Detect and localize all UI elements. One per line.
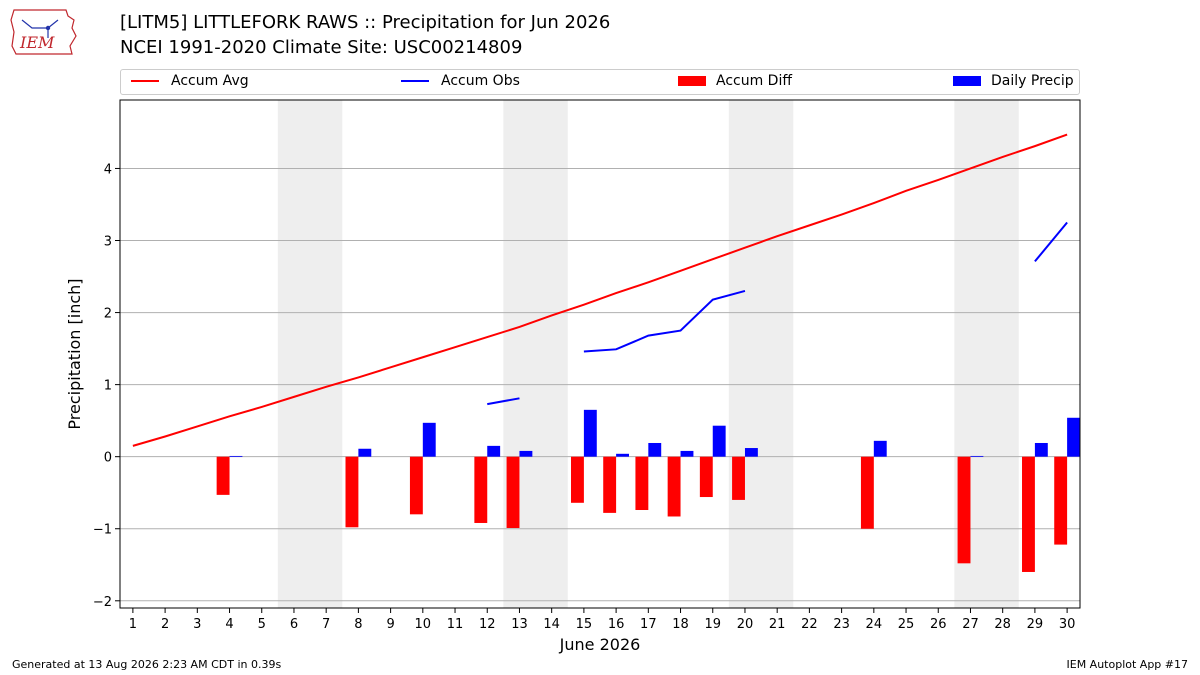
accum-diff-bar — [216, 456, 230, 495]
daily-precip-bar — [1067, 417, 1080, 457]
x-tick-label: 9 — [386, 617, 394, 632]
chart-title: [LITM5] LITTLEFORK RAWS :: Precipitation… — [120, 12, 611, 33]
x-tick-label: 10 — [415, 617, 432, 632]
x-tick-label: 30 — [1059, 617, 1076, 632]
accum-diff-bar — [699, 456, 713, 498]
x-tick-label: 18 — [672, 617, 689, 632]
x-tick-label: 16 — [608, 617, 625, 632]
accum-diff-bar — [732, 456, 745, 500]
daily-precip-bar — [744, 448, 758, 457]
legend-item-accum-obs: Accum Obs — [401, 73, 520, 89]
x-tick-label: 17 — [640, 617, 657, 632]
x-tick-label: 24 — [866, 617, 883, 632]
daily-precip-bar — [358, 448, 372, 457]
y-tick-label: −1 — [93, 523, 112, 538]
accum-obs-line — [487, 397, 520, 406]
legend-swatch-accum-obs — [401, 80, 429, 82]
accum-diff-bar — [957, 456, 971, 564]
x-tick-label: 1 — [129, 617, 137, 632]
y-axis-label: Precipitation [inch] — [65, 278, 84, 429]
x-axis-label: June 2026 — [559, 635, 641, 654]
x-tick-label: 15 — [576, 617, 593, 632]
x-tick-label: 28 — [994, 617, 1011, 632]
accum-diff-bar — [571, 456, 584, 503]
x-tick-label: 26 — [930, 617, 947, 632]
accum-diff-bar — [635, 456, 649, 511]
x-tick-label: 13 — [511, 617, 528, 632]
accum-diff-bar — [603, 456, 617, 513]
x-tick-label: 20 — [737, 617, 754, 632]
x-tick-label: 2 — [161, 617, 169, 632]
accum-obs-line — [583, 289, 746, 353]
y-tick-label: 1 — [104, 379, 112, 394]
x-tick-label: 8 — [354, 617, 362, 632]
legend-swatch-daily-precip — [953, 76, 981, 86]
x-tick-label: 23 — [833, 617, 850, 632]
x-tick-label: 27 — [962, 617, 979, 632]
x-tick-label: 4 — [225, 617, 233, 632]
daily-precip-bar — [583, 409, 597, 457]
weekend-shade-2 — [728, 100, 794, 608]
daily-precip-bar — [616, 453, 629, 457]
chart-subtitle: NCEI 1991-2020 Climate Site: USC00214809 — [120, 37, 523, 58]
daily-precip-bar — [873, 440, 887, 457]
legend-swatch-accum-avg — [131, 80, 159, 82]
legend-label-daily-precip: Daily Precip — [991, 73, 1074, 89]
x-tick-label: 22 — [801, 617, 818, 632]
x-tick-label: 11 — [447, 617, 464, 632]
x-tick-label: 29 — [1027, 617, 1044, 632]
accum-diff-bar — [345, 456, 359, 528]
y-tick-label: 3 — [104, 235, 112, 250]
legend-label-accum-avg: Accum Avg — [171, 73, 249, 89]
y-tick-label: −2 — [93, 595, 112, 610]
daily-precip-bar — [422, 422, 436, 457]
daily-precip-bar — [229, 455, 243, 457]
x-tick-label: 6 — [290, 617, 298, 632]
logo-text: IEM — [19, 33, 55, 52]
weekend-shade-1 — [503, 100, 568, 608]
footer-generated-text: Generated at 13 Aug 2026 2:23 AM CDT in … — [12, 658, 282, 671]
y-tick-label: 4 — [104, 162, 112, 177]
iem-logo: IEM — [8, 6, 80, 58]
y-tick-label: 2 — [104, 307, 112, 322]
x-tick-label: 12 — [479, 617, 496, 632]
accum-diff-bar — [860, 456, 874, 529]
daily-precip-bar — [648, 442, 662, 457]
x-tick-label: 21 — [769, 617, 786, 632]
accum-diff-bar — [474, 456, 488, 523]
daily-precip-bar — [519, 450, 533, 457]
daily-precip-bar — [712, 425, 726, 457]
x-tick-label: 7 — [322, 617, 330, 632]
accum-obs-line — [1034, 221, 1068, 263]
accum-diff-bar — [1054, 456, 1068, 545]
plot-frame — [119, 99, 1081, 609]
x-tick-label: 19 — [704, 617, 721, 632]
legend-item-daily-precip: Daily Precip — [953, 73, 1074, 89]
y-tick-label: 0 — [104, 451, 112, 466]
legend-label-accum-diff: Accum Diff — [716, 73, 793, 89]
x-tick-label: 14 — [543, 617, 560, 632]
legend-item-accum-diff: Accum Diff — [678, 73, 792, 89]
chart-legend: Accum Avg Accum Obs Accum Diff Daily Pre… — [120, 69, 1080, 95]
iem-logo-graphic: IEM — [10, 9, 77, 55]
x-tick-label: 3 — [193, 617, 201, 632]
daily-precip-bar — [970, 455, 984, 457]
daily-precip-bar — [680, 450, 694, 457]
footer-app-label: IEM Autoplot App #17 — [1066, 658, 1189, 671]
accum-diff-bar — [506, 456, 520, 529]
accum-diff-bar — [1022, 456, 1035, 572]
weekend-shade-0 — [277, 100, 343, 608]
daily-precip-bar — [487, 445, 501, 457]
legend-swatch-accum-diff — [678, 76, 706, 86]
x-tick-label: 5 — [258, 617, 266, 632]
x-tick-label: 25 — [898, 617, 915, 632]
legend-label-accum-obs: Accum Obs — [441, 73, 520, 89]
daily-precip-bar — [1034, 442, 1048, 457]
accum-diff-bar — [409, 456, 423, 515]
accum-avg-line — [132, 133, 1068, 447]
legend-item-accum-avg: Accum Avg — [131, 73, 249, 89]
accum-diff-bar — [667, 456, 681, 517]
